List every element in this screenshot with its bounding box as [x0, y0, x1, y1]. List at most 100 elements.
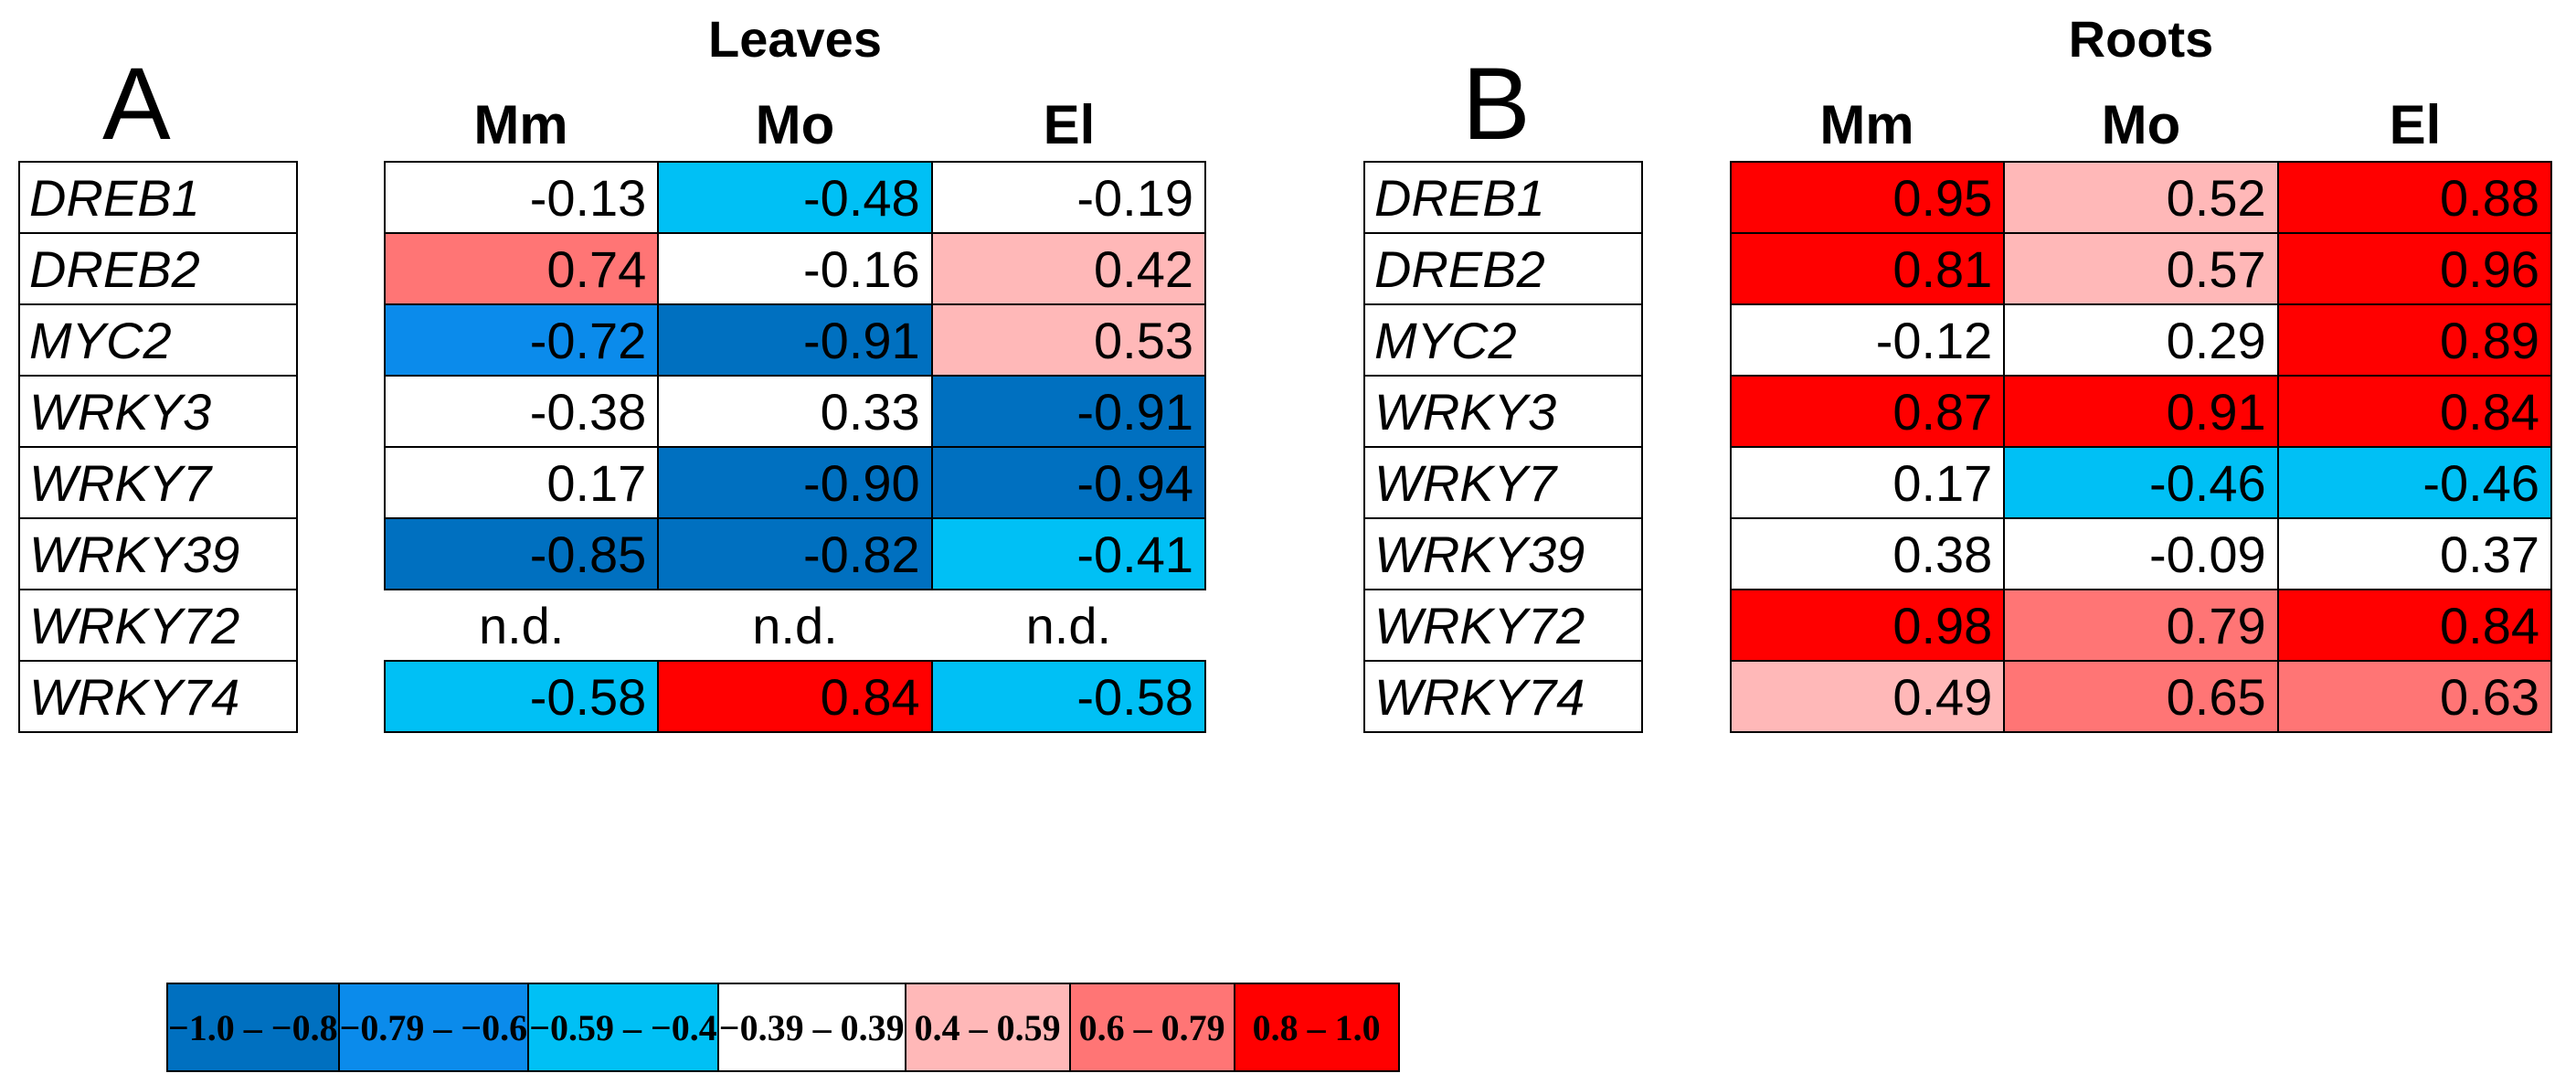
gene-row: WRKY3	[1363, 375, 1643, 448]
legend-swatch: 0.4 – 0.59	[904, 983, 1071, 1072]
legend-swatch: 0.6 – 0.79	[1068, 983, 1235, 1072]
heatmap-cell: 0.29	[2003, 303, 2279, 377]
panel-title: Leaves	[708, 10, 882, 68]
gene-name-table: DREB1 DREB2 MYC2 WRKY3 WRKY7 WRKY39 WRKY72 WRKY…	[18, 161, 298, 733]
column-header: Mm	[1819, 94, 1914, 155]
heatmap-row: 0.95 0.52 0.88	[1729, 161, 2553, 234]
heatmap-cell: n.d.	[478, 596, 565, 654]
heatmap-cell: 0.17	[1729, 446, 2006, 519]
panel-label: A	[102, 47, 171, 161]
heatmap-row: -0.58 0.84 -0.58	[383, 660, 1207, 733]
heatmap-cell: 0.37	[2276, 517, 2553, 590]
legend-swatch: 0.8 – 1.0	[1233, 983, 1400, 1072]
color-scale-legend: −1.0 – −0.8 −0.79 – −0.6 −0.59 – −0.4 −0.39…	[166, 983, 1400, 1072]
heatmap-cell: 0.79	[2003, 589, 2279, 662]
heatmap-cell: -0.38	[383, 375, 660, 448]
heatmap-cell: 0.98	[1729, 589, 2006, 662]
column-header: Mo	[755, 94, 835, 155]
gene-row: WRKY72	[1363, 589, 1643, 662]
legend-swatch: −0.79 – −0.6	[337, 983, 530, 1072]
heatmap-row: 0.87 0.91 0.84	[1729, 375, 2553, 448]
heatmap-cell: 0.88	[2276, 161, 2553, 234]
gene-row: WRKY3	[18, 375, 298, 448]
heatmap-cell: -0.90	[657, 446, 933, 519]
heatmap-row: -0.72 -0.91 0.53	[383, 303, 1207, 377]
heatmap-cell: -0.12	[1729, 303, 2006, 377]
column-header: Mo	[2101, 94, 2181, 155]
panel-label: B	[1462, 47, 1531, 161]
heatmap-cell: 0.57	[2003, 232, 2279, 305]
heatmap-cell: 0.84	[2276, 375, 2553, 448]
gene-row: WRKY74	[18, 660, 298, 733]
heatmap-row: -0.38 0.33 -0.91	[383, 375, 1207, 448]
legend-swatch: −0.39 – 0.39	[716, 983, 906, 1072]
gene-label: WRKY7	[1363, 446, 1643, 519]
gene-row: DREB2	[1363, 232, 1643, 305]
heatmap-row: n.d. n.d. n.d.	[385, 590, 1205, 661]
gene-label: DREB2	[1363, 232, 1643, 305]
heatmap-cell: 0.38	[1729, 517, 2006, 590]
heatmap-row: 0.38 -0.09 0.37	[1729, 517, 2553, 590]
heatmap-cell: -0.82	[657, 517, 933, 590]
gene-name-table: DREB1 DREB2 MYC2 WRKY3 WRKY7 WRKY39 WRKY72 WRKY…	[1363, 161, 1643, 733]
panel-title: Roots	[2068, 10, 2214, 68]
heatmap-cell: -0.46	[2003, 446, 2279, 519]
heatmap-cell: 0.49	[1729, 660, 2006, 733]
gene-label: WRKY39	[18, 517, 298, 590]
gene-row: WRKY39	[1363, 517, 1643, 590]
heatmap-cell: 0.89	[2276, 303, 2553, 377]
gene-row: DREB2	[18, 232, 298, 305]
gene-label: MYC2	[1363, 303, 1643, 377]
heatmap-cell: -0.46	[2276, 446, 2553, 519]
gene-row: MYC2	[1363, 303, 1643, 377]
heatmap-row: -0.13 -0.48 -0.19	[383, 161, 1207, 234]
heatmap-cell: -0.91	[930, 375, 1207, 448]
gene-label: DREB1	[18, 161, 298, 234]
heatmap-cell: -0.16	[657, 232, 933, 305]
heatmap-cell: 0.52	[2003, 161, 2279, 234]
heatmap-cell: -0.85	[383, 517, 660, 590]
heatmap-cell: 0.84	[2276, 589, 2553, 662]
heatmap-cell: -0.91	[657, 303, 933, 377]
heatmap-cell: 0.17	[383, 446, 660, 519]
heatmap-cell: -0.58	[930, 660, 1207, 733]
heatmap-row: -0.12 0.29 0.89	[1729, 303, 2553, 377]
heatmap-cell: 0.42	[930, 232, 1207, 305]
heatmap-cell: n.d.	[1025, 596, 1112, 654]
heatmap-row: 0.49 0.65 0.63	[1729, 660, 2553, 733]
heatmap-cell: 0.74	[383, 232, 660, 305]
heatmap-cell: 0.63	[2276, 660, 2553, 733]
heatmap-row: 0.81 0.57 0.96	[1729, 232, 2553, 305]
gene-row: WRKY74	[1363, 660, 1643, 733]
gene-label: WRKY72	[1363, 589, 1643, 662]
gene-label: MYC2	[18, 303, 298, 377]
heatmap-cell: 0.53	[930, 303, 1207, 377]
heatmap-cell: -0.48	[657, 161, 933, 234]
gene-label: WRKY72	[18, 589, 298, 662]
heatmap-row: 0.17 -0.46 -0.46	[1729, 446, 2553, 519]
gene-label: WRKY7	[18, 446, 298, 519]
gene-label: WRKY3	[18, 375, 298, 448]
heatmap-cell: 0.96	[2276, 232, 2553, 305]
heatmap-cell: 0.84	[657, 660, 933, 733]
heatmap-row: 0.74 -0.16 0.42	[383, 232, 1207, 305]
heatmap-cell: -0.41	[930, 517, 1207, 590]
heatmap-cell: -0.13	[383, 161, 660, 234]
heatmap-cell: 0.65	[2003, 660, 2279, 733]
heatmap-row: -0.85 -0.82 -0.41	[383, 517, 1207, 590]
heatmap-cell: n.d.	[752, 596, 838, 654]
heatmap-cell: -0.19	[930, 161, 1207, 234]
heatmap-cell: -0.72	[383, 303, 660, 377]
gene-label: WRKY3	[1363, 375, 1643, 448]
heatmap-cell: 0.33	[657, 375, 933, 448]
gene-row: WRKY7	[18, 446, 298, 519]
gene-row: MYC2	[18, 303, 298, 377]
heatmap-cell: -0.09	[2003, 517, 2279, 590]
heatmap-cell: 0.95	[1729, 161, 2006, 234]
legend-swatch: −0.59 – −0.4	[527, 983, 719, 1072]
gene-label: DREB1	[1363, 161, 1643, 234]
heatmap-cell: 0.87	[1729, 375, 2006, 448]
column-header: Mm	[473, 94, 568, 155]
gene-row: WRKY72	[18, 589, 298, 662]
gene-label: WRKY74	[18, 660, 298, 733]
